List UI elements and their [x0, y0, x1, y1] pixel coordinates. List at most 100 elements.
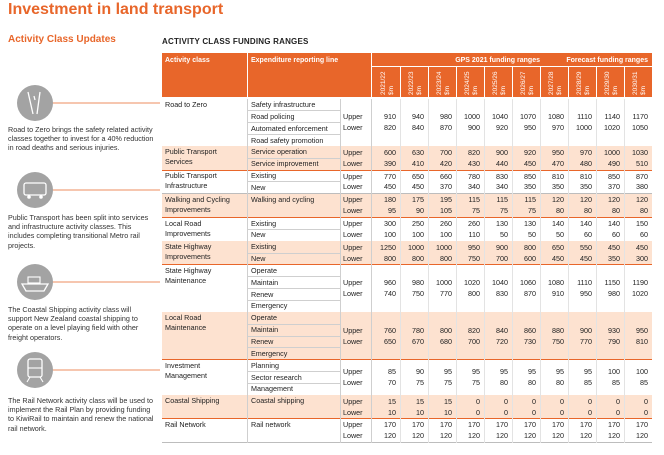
unit: $m — [640, 85, 647, 95]
row-border — [162, 418, 652, 420]
upper-value: 100 — [636, 367, 648, 377]
reporting-line: Existing — [251, 242, 277, 252]
upper-value: 800 — [440, 325, 452, 335]
lower-value: 120 — [608, 431, 620, 441]
upper-value: 1110 — [577, 112, 592, 122]
row-shade — [162, 193, 652, 218]
header-sep — [595, 66, 597, 97]
lower-value: 60 — [640, 229, 648, 239]
lower-value: 770 — [580, 336, 592, 346]
lower-value: 85 — [612, 377, 620, 387]
year-label: 2021/22 $m — [380, 69, 396, 96]
upper-value: 920 — [524, 147, 536, 157]
lower-value: 75 — [472, 377, 480, 387]
lower-value: 670 — [412, 336, 424, 346]
lower-value: 300 — [636, 253, 648, 263]
lower-value: 870 — [440, 123, 452, 133]
row-border — [162, 359, 652, 361]
upper-value: 95 — [528, 367, 536, 377]
lower-value: 800 — [384, 253, 396, 263]
upper-value: 880 — [552, 325, 564, 335]
upper-value: 15 — [444, 396, 452, 406]
lower-value: 100 — [384, 229, 396, 239]
lower-value: 90 — [416, 206, 424, 216]
unit: $m — [388, 85, 395, 95]
upper-label: Upper — [343, 195, 363, 205]
lower-value: 0 — [616, 407, 620, 417]
upper-value: 1070 — [520, 112, 536, 122]
upper-value: 850 — [608, 171, 620, 181]
lower-value: 800 — [468, 289, 480, 299]
year-label: 2028/29 $m — [576, 69, 592, 96]
year: 2029/30 — [604, 71, 611, 96]
header-sep — [623, 66, 625, 97]
upper-value: 140 — [608, 219, 620, 228]
upper-label: Upper — [343, 171, 363, 181]
lower-value: 95 — [388, 206, 396, 216]
line-border — [248, 228, 340, 230]
upper-value: 1110 — [577, 278, 592, 288]
line-border — [248, 323, 340, 325]
header-sep — [539, 66, 541, 97]
lower-value: 10 — [444, 407, 452, 417]
lower-value: 350 — [524, 182, 536, 192]
upper-value: 1060 — [520, 278, 536, 288]
reporting-line: Operate — [251, 265, 277, 275]
upper-label: Upper — [343, 147, 363, 157]
header-gps: GPS 2021 funding ranges — [455, 57, 540, 64]
line-border — [248, 371, 340, 373]
activity-class: Walking and Cycling Improvements — [165, 194, 230, 214]
lower-value: 700 — [496, 253, 508, 263]
year: 2028/29 — [576, 71, 583, 96]
activity-class: Investment Management — [165, 360, 207, 380]
sidebar-text: Road to Zero brings the safety related a… — [8, 125, 154, 153]
upper-value: 770 — [384, 171, 396, 181]
lower-label: Lower — [343, 336, 363, 346]
col-sep — [247, 99, 248, 443]
upper-value: 0 — [504, 396, 508, 406]
upper-value: 1040 — [492, 112, 508, 122]
upper-value: 170 — [468, 420, 480, 430]
activity-class: Rail Network — [165, 419, 206, 429]
lower-value: 650 — [384, 336, 396, 346]
lower-value: 970 — [552, 123, 564, 133]
header-sep — [483, 66, 485, 97]
lower-value: 120 — [412, 431, 424, 441]
unit: $m — [584, 85, 591, 95]
upper-value: 960 — [384, 278, 396, 288]
line-border — [248, 181, 340, 183]
lower-value: 370 — [440, 182, 452, 192]
lower-value: 700 — [468, 336, 480, 346]
year-label: 2024/25 $m — [464, 69, 480, 96]
col-sep — [567, 99, 569, 443]
upper-value: 850 — [524, 171, 536, 181]
upper-value: 180 — [384, 195, 396, 205]
upper-value: 170 — [580, 420, 592, 430]
page-title: Investment in land transport — [8, 1, 224, 18]
upper-value: 170 — [636, 420, 648, 430]
reporting-line: Maintain — [251, 277, 279, 287]
upper-value: 95 — [500, 367, 508, 377]
lower-value: 450 — [384, 182, 396, 192]
upper-value: 120 — [636, 195, 648, 205]
upper-value: 650 — [552, 242, 564, 252]
upper-value: 1030 — [632, 147, 648, 157]
lower-value: 600 — [524, 253, 536, 263]
upper-value: 140 — [552, 219, 564, 228]
line-border — [248, 276, 340, 278]
col-sep — [623, 99, 625, 443]
upper-value: 260 — [440, 219, 452, 228]
lower-value: 340 — [496, 182, 508, 192]
upper-value: 170 — [496, 420, 508, 430]
row-border — [162, 217, 652, 218]
lower-value: 50 — [556, 229, 564, 239]
upper-value: 930 — [608, 325, 620, 335]
reporting-line: Sector research — [251, 372, 302, 382]
reporting-line: Existing — [251, 218, 277, 228]
upper-value: 830 — [496, 171, 508, 181]
activity-class: Public Transport Infrastructure — [165, 171, 217, 191]
lower-value: 0 — [644, 407, 648, 417]
lower-value: 0 — [476, 407, 480, 417]
lower-value: 120 — [496, 431, 508, 441]
upper-value: 840 — [496, 325, 508, 335]
